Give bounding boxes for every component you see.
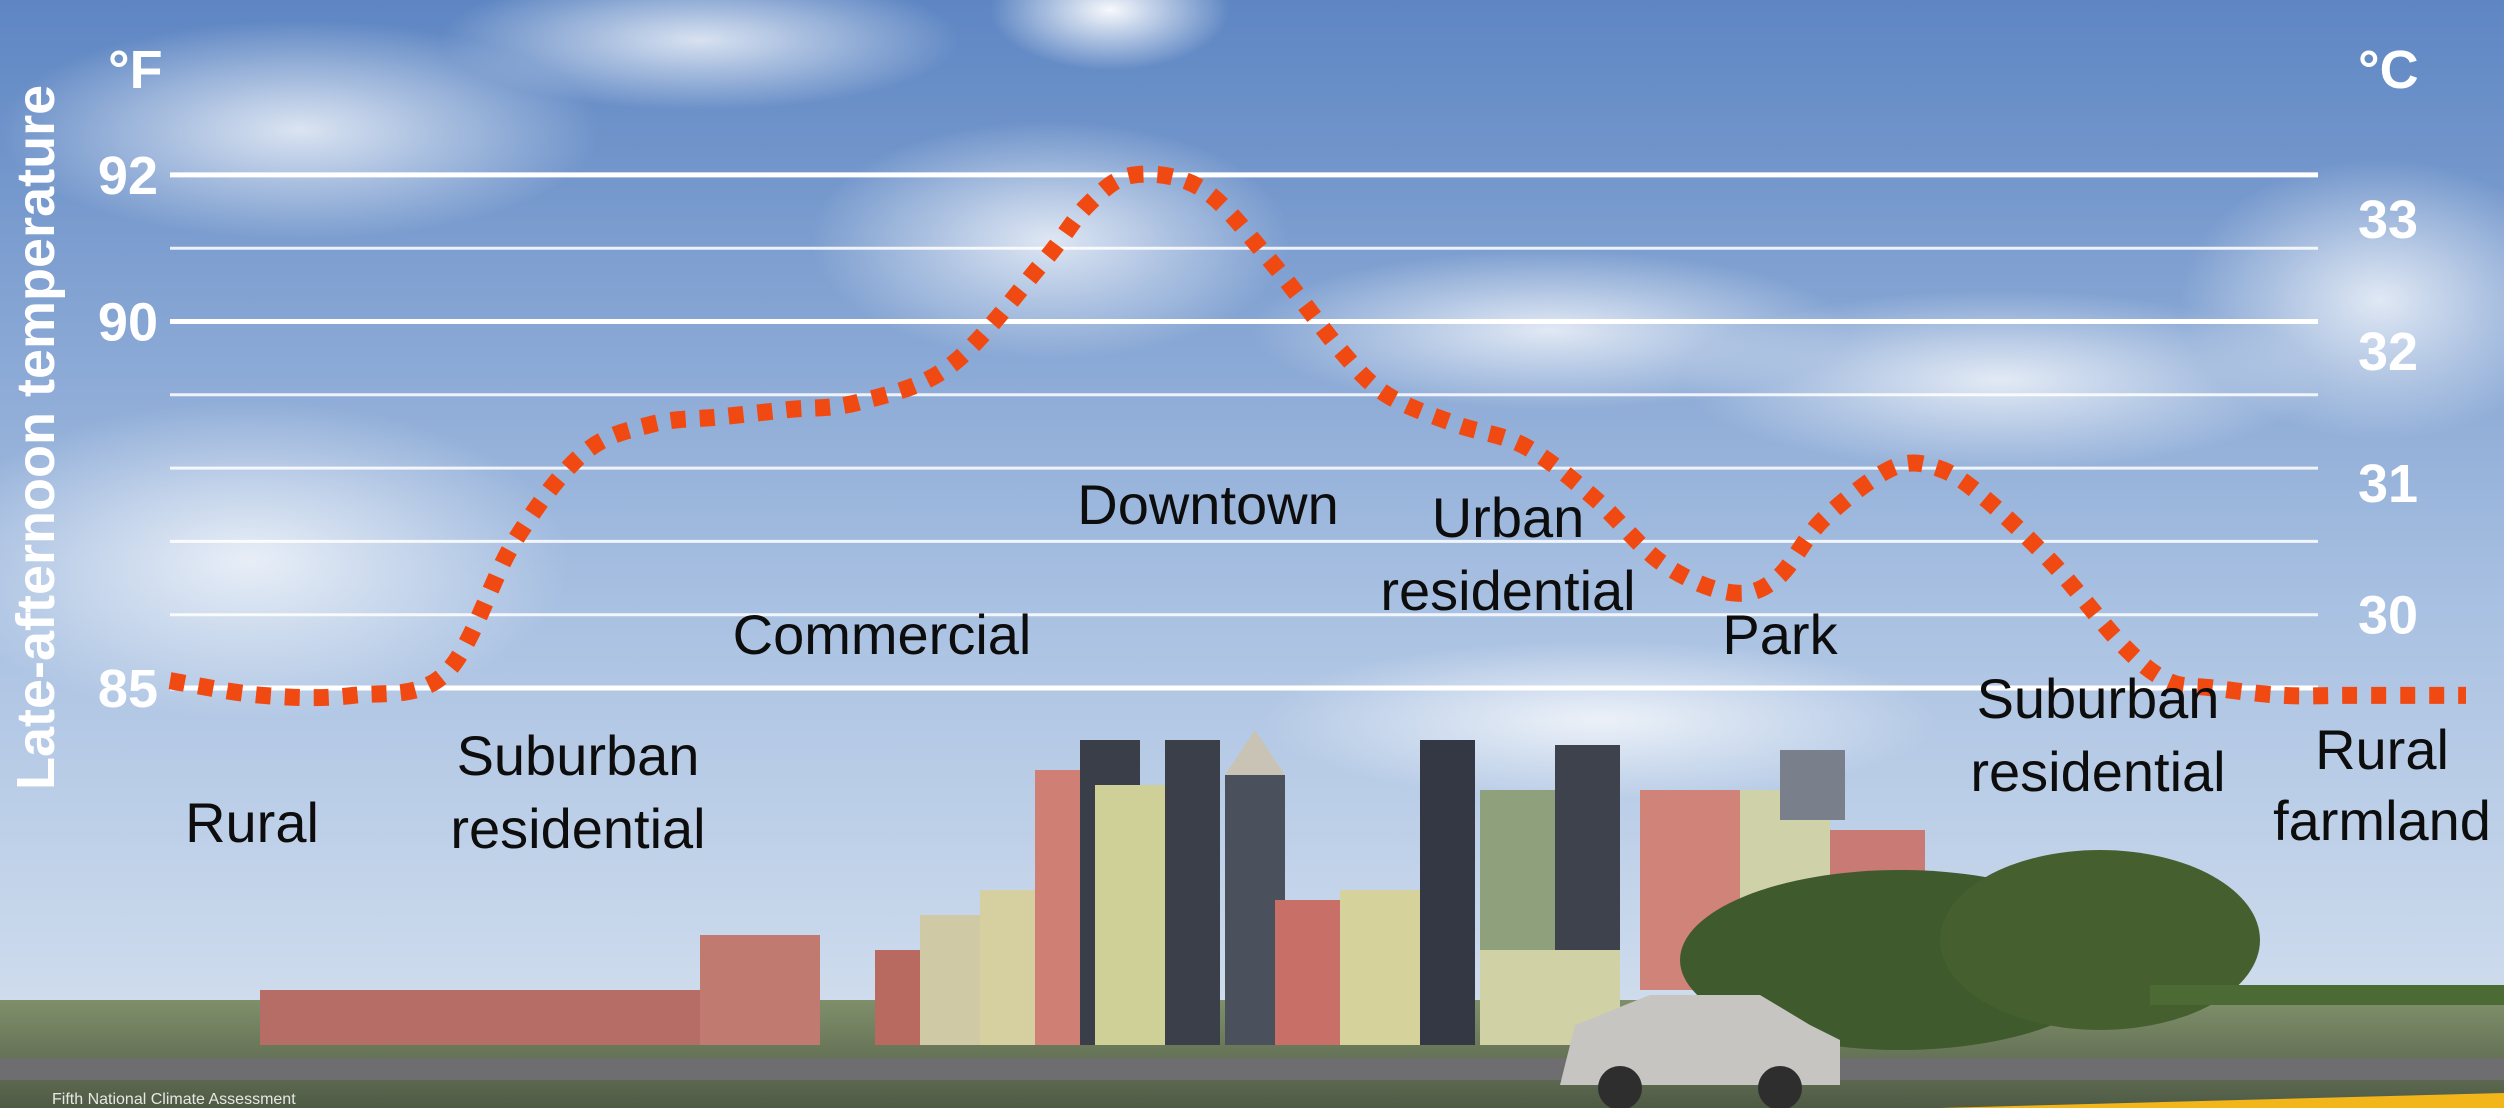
region-label: Urban residential <box>1380 486 1635 622</box>
left-unit-label: °F <box>108 40 163 100</box>
right-tick-label: 33 <box>2358 190 2418 250</box>
region-labels: Rural Suburban residential Commercial Downto… <box>185 473 2491 860</box>
credit-text: Fifth National Climate Assessment <box>52 1091 296 1108</box>
right-unit-label: °C <box>2358 40 2419 100</box>
region-label: Suburban residential <box>1970 667 2225 803</box>
region-label: Downtown <box>1077 473 1338 536</box>
left-axis-ticks: 85 90 92 <box>98 146 158 719</box>
series-layer <box>168 165 2466 707</box>
left-tick-label: 85 <box>98 659 158 719</box>
right-tick-label: 32 <box>2358 322 2418 382</box>
car <box>1560 995 1840 1108</box>
region-label: Commercial <box>733 603 1032 666</box>
left-tick-label: 90 <box>98 293 158 353</box>
right-axis-ticks: 30 31 32 33 <box>2358 190 2418 646</box>
temperature-line <box>168 165 2466 707</box>
right-tick-label: 30 <box>2358 586 2418 646</box>
region-label: Rural <box>185 791 319 854</box>
road-stripe <box>1940 1093 2504 1108</box>
region-label: Suburban residential <box>450 724 705 860</box>
region-label: Park <box>1722 603 1838 666</box>
left-tick-label: 92 <box>98 146 158 206</box>
region-label: Rural farmland <box>2273 718 2491 852</box>
city-skyline <box>260 730 2504 1050</box>
sun-glow <box>990 0 1230 70</box>
road <box>0 1058 2504 1080</box>
right-tick-label: 31 <box>2358 454 2418 514</box>
y-axis-title: Late-afternoon temperature <box>6 85 66 790</box>
gridlines <box>170 172 2318 691</box>
